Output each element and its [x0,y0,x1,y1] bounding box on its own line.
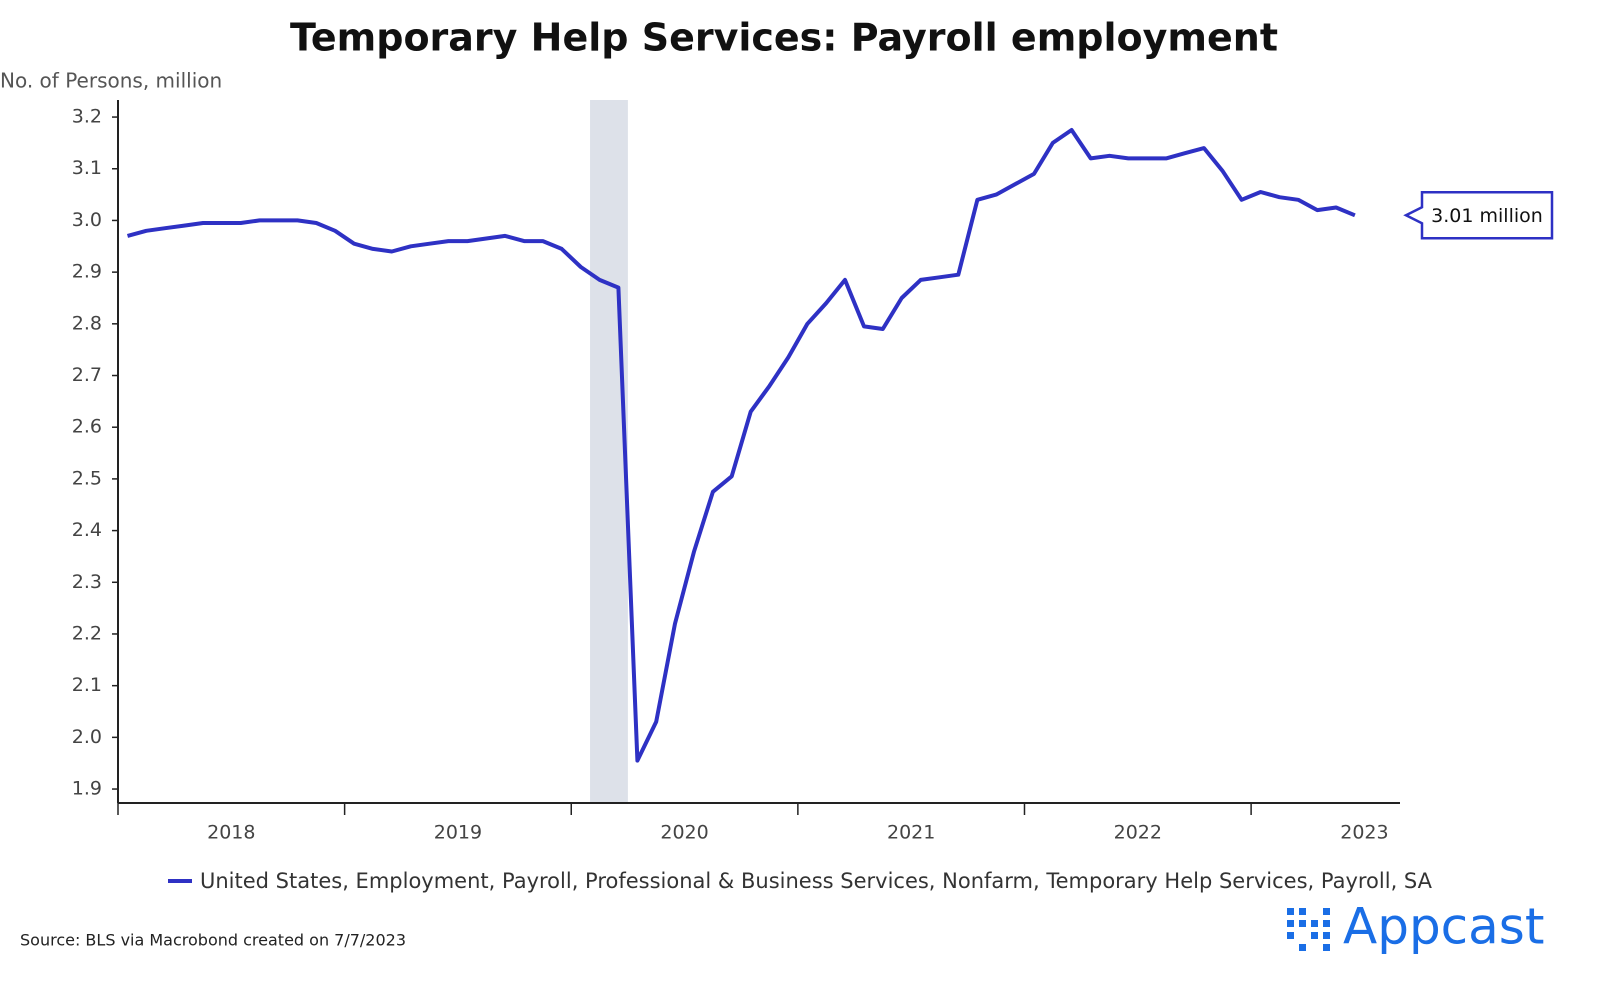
chart-title: Temporary Help Services: Payroll employm… [290,16,1278,60]
y-tick-label: 1.9 [72,778,102,800]
x-tick-label: 2020 [660,822,708,844]
x-tick-label: 2023 [1340,822,1388,844]
y-tick-label: 2.8 [72,312,102,334]
brand-name: Appcast [1343,898,1544,956]
y-tick-label: 2.3 [72,571,102,593]
brand-logo [1287,908,1330,951]
recession-shade [590,100,628,803]
y-tick-label: 2.9 [72,261,102,283]
y-tick-label: 3.2 [72,106,102,128]
source: Source: BLS via Macrobond created on 7/7… [20,931,406,950]
x-tick-label: 2021 [887,822,935,844]
y-tick-label: 2.0 [72,726,102,748]
legend-label: United States, Employment, Payroll, Prof… [200,869,1433,893]
annotation-box [1403,191,1554,240]
y-tick-label: 2.7 [72,364,102,386]
x-tick-label: 2019 [434,822,482,844]
y-tick-label: 2.5 [72,467,102,489]
x-tick-label: 2022 [1114,822,1162,844]
y-tick-label: 3.1 [72,157,102,179]
y-tick-label: 2.6 [72,416,102,438]
annotation: 3.01 million [1431,205,1543,227]
y-tick-label: 2.2 [72,622,102,644]
series-line [126,128,1356,763]
y-tick-label: 2.1 [72,674,102,696]
y-tick-label: 2.4 [72,519,102,541]
x-tick-label: 2018 [207,822,255,844]
y-axis-label: No. of Persons, million [0,69,222,93]
y-tick-label: 3.0 [72,209,102,231]
